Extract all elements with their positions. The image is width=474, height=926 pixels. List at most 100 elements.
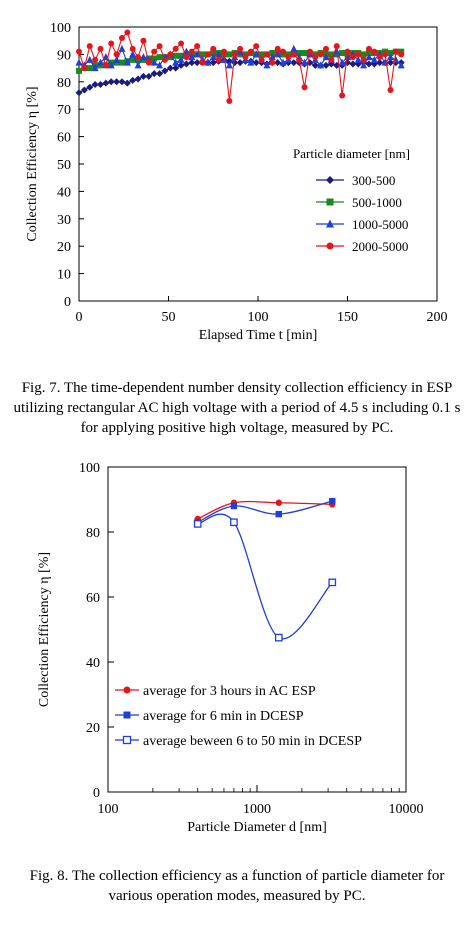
- data-point: [177, 55, 185, 63]
- data-point: [360, 56, 367, 63]
- data-point: [129, 45, 136, 52]
- data-point: [123, 58, 131, 66]
- data-point: [166, 64, 174, 72]
- data-point: [107, 61, 115, 69]
- data-point: [365, 53, 373, 61]
- data-point: [344, 48, 351, 55]
- x-tick-label: 50: [162, 310, 176, 325]
- data-point: [253, 43, 260, 50]
- data-point: [75, 58, 83, 66]
- data-point: [188, 48, 195, 55]
- legend-label: 1000-5000: [352, 217, 408, 232]
- data-point: [75, 89, 83, 97]
- data-point: [113, 78, 121, 86]
- y-tick-label: 80: [86, 526, 100, 541]
- data-point: [339, 50, 346, 57]
- data-point: [91, 64, 99, 72]
- data-point: [151, 48, 158, 55]
- data-point: [355, 51, 362, 58]
- data-point: [156, 54, 163, 61]
- data-point: [172, 52, 179, 59]
- y-tick-label: 30: [57, 213, 71, 228]
- data-point: [178, 52, 185, 59]
- data-point: [177, 61, 185, 69]
- data-point: [328, 578, 337, 587]
- data-point: [274, 50, 282, 58]
- data-point: [76, 48, 82, 55]
- chart-time-efficiency: 0 10 20 30 40 50 60 70 80 90 100 0 50 100 150 200 Elapse…: [25, 21, 448, 343]
- data-point: [167, 51, 174, 58]
- data-point: [311, 61, 319, 69]
- series-2000-5000: [76, 29, 405, 104]
- legend-item: average beween 6 to 50 min in DCESP: [115, 734, 362, 749]
- y-axis-label: Collection Efficiency η [%]: [25, 86, 40, 241]
- y-tick-label: 70: [57, 103, 71, 118]
- data-point: [333, 43, 340, 50]
- data-point: [290, 51, 297, 58]
- data-point: [123, 79, 131, 87]
- data-point: [349, 60, 357, 68]
- data-point: [317, 51, 324, 58]
- series-line: [197, 500, 333, 520]
- data-point: [156, 61, 164, 69]
- data-point: [274, 45, 281, 52]
- data-point: [306, 48, 313, 55]
- series-average for 3 hours in AC ESP: [194, 499, 336, 523]
- data-point: [236, 59, 244, 67]
- y-tick-label: 10: [57, 268, 71, 283]
- data-point: [344, 53, 351, 61]
- data-point: [193, 59, 201, 67]
- data-point: [145, 59, 152, 66]
- data-point: [376, 54, 383, 61]
- data-point: [258, 56, 265, 63]
- data-point: [183, 54, 190, 61]
- y-tick-label: 60: [86, 591, 100, 606]
- data-point: [275, 510, 282, 518]
- legend-item: 500-1000: [316, 195, 402, 210]
- data-point: [371, 48, 378, 55]
- data-point: [210, 45, 217, 52]
- data-point: [92, 56, 99, 63]
- data-point: [323, 45, 330, 52]
- data-point: [86, 43, 93, 50]
- y-tick-label: 50: [57, 158, 71, 173]
- data-point: [301, 58, 309, 66]
- data-point: [86, 83, 94, 91]
- data-point: [285, 54, 292, 61]
- legend-marker: [123, 686, 131, 694]
- data-point: [129, 50, 137, 58]
- legend-label: 300-500: [352, 173, 395, 188]
- data-point: [312, 54, 319, 61]
- data-point: [81, 65, 88, 72]
- legend-item: average for 6 min in DCESP: [115, 709, 304, 724]
- data-point: [329, 497, 336, 505]
- data-point: [80, 86, 88, 94]
- data-point: [231, 59, 239, 67]
- data-point: [134, 75, 142, 83]
- y-tick-label: 100: [50, 21, 71, 36]
- data-point: [86, 65, 93, 72]
- data-point: [290, 44, 298, 52]
- data-point: [279, 58, 287, 66]
- data-point: [193, 520, 202, 528]
- data-point: [134, 61, 142, 69]
- x-axis-label: Elapsed Time t [min]: [199, 328, 318, 343]
- data-point: [263, 51, 270, 58]
- data-point: [386, 59, 394, 67]
- x-tick-label: 100: [248, 310, 269, 325]
- data-point: [156, 43, 163, 50]
- data-point: [349, 54, 356, 61]
- data-point: [86, 55, 94, 63]
- legend-title: Particle diameter [nm]: [293, 146, 410, 161]
- data-point: [226, 97, 233, 104]
- data-point: [139, 72, 147, 80]
- data-point: [322, 61, 330, 69]
- data-point: [178, 40, 185, 47]
- data-point: [150, 58, 158, 66]
- data-point: [172, 45, 179, 52]
- legend-marker: [326, 176, 334, 184]
- data-point: [139, 53, 147, 61]
- x-tick-label: 100: [98, 802, 119, 817]
- data-point: [252, 50, 260, 58]
- data-point: [280, 48, 287, 55]
